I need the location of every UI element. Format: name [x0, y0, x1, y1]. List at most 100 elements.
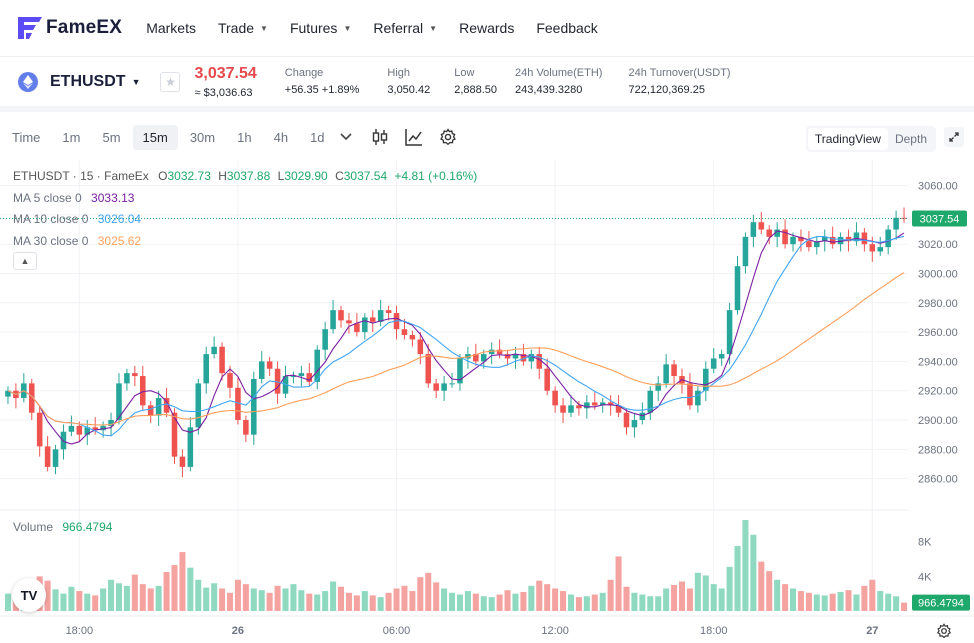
ma5-line — [7, 230, 905, 445]
last-volume-tag-bg — [912, 594, 970, 611]
timeframe-more-chevron-icon[interactable] — [335, 126, 357, 148]
tradingview-logo-icon[interactable]: TV — [12, 578, 46, 612]
nav-trade[interactable]: Trade ▼ — [218, 20, 268, 36]
candle-body — [195, 383, 202, 428]
favorite-star-icon[interactable]: ★ — [160, 71, 181, 92]
candle-body — [219, 346, 225, 374]
volume-bar — [663, 588, 670, 611]
candle-body — [663, 364, 669, 384]
fullscreen-expand-icon[interactable] — [944, 127, 964, 147]
volume-bar — [92, 595, 99, 611]
candle-body — [227, 373, 233, 388]
candle-body — [496, 349, 503, 355]
last-volume-tag: 966.4794 — [918, 598, 964, 610]
candle-body — [211, 346, 217, 355]
indicators-chart-icon[interactable] — [403, 126, 425, 148]
chart-canvas[interactable]: 3060.003040.003020.003000.002980.002960.… — [0, 160, 974, 643]
timeframe-time[interactable]: Time — [12, 129, 41, 145]
legend-c-label: C — [335, 169, 344, 183]
volume-bar — [782, 584, 789, 611]
volume-bar — [758, 561, 765, 611]
volume-bar — [219, 588, 226, 611]
price-chart[interactable]: 3060.003040.003020.003000.002980.002960.… — [0, 160, 974, 643]
stat-turnover-label: 24h Turnover(USDT) — [628, 67, 731, 79]
nav-markets[interactable]: Markets — [146, 20, 196, 36]
volume-bar — [655, 596, 662, 611]
candle-body — [504, 354, 511, 359]
timeframe-1d[interactable]: 1d — [310, 129, 325, 145]
candle-body — [687, 383, 693, 406]
nav-feedback-label: Feedback — [536, 20, 598, 36]
volume-bar — [401, 585, 408, 611]
volume-bar — [203, 587, 210, 611]
candle-body — [139, 376, 146, 406]
legend-o-label: O — [158, 169, 168, 183]
candle-body — [639, 412, 646, 421]
candle-body — [314, 349, 321, 382]
nav-feedback[interactable]: Feedback — [536, 20, 597, 36]
view-tradingview[interactable]: TradingView — [807, 128, 888, 150]
candle-body — [710, 358, 717, 369]
view-switcher: TradingView Depth — [805, 126, 936, 152]
volume-bar — [528, 585, 535, 611]
volume-bar — [583, 596, 590, 611]
legend-volume-label: Volume — [13, 520, 54, 534]
candle-body — [354, 323, 360, 333]
candle-body — [132, 373, 138, 377]
candle-body — [346, 320, 352, 324]
nav-referral-label: Referral — [373, 20, 424, 36]
volume-bar — [76, 591, 83, 611]
candle-body — [806, 241, 812, 248]
volume-bar — [115, 583, 122, 611]
candle-body — [893, 217, 899, 230]
candle-body — [163, 398, 170, 413]
settings-gear-icon[interactable] — [437, 126, 459, 148]
candle-body — [5, 390, 11, 397]
volume-bar — [4, 593, 11, 611]
candle-body — [591, 402, 598, 406]
volume-bar — [353, 595, 360, 611]
nav-referral[interactable]: Referral ▼ — [373, 20, 437, 36]
candle-body — [147, 405, 154, 416]
collapse-legend-chevron-up-icon[interactable]: ▲ — [13, 252, 37, 270]
candle-body — [599, 402, 606, 406]
candle-body — [718, 354, 725, 359]
stat-change-label: Change — [284, 67, 324, 79]
timeframe-5m[interactable]: 5m — [102, 129, 121, 145]
timeframe-1h[interactable]: 1h — [237, 129, 252, 145]
y-tick-label: 3000.00 — [918, 268, 958, 280]
candle-body — [774, 229, 780, 237]
price-block: 3,037.54 ≈ $3,036.63 — [194, 65, 256, 99]
timeframe-1m[interactable]: 1m — [62, 129, 81, 145]
candle-body — [536, 354, 543, 369]
volume-bar — [671, 585, 678, 611]
y-tick-label: 3020.00 — [918, 239, 958, 251]
volume-bar — [338, 586, 345, 611]
candlestick-type-icon[interactable] — [369, 126, 391, 148]
legend-ma10-label: MA 10 close 0 — [13, 212, 89, 226]
volume-bar — [853, 594, 860, 611]
nav-futures-label: Futures — [289, 20, 338, 36]
timeframe-30m[interactable]: 30m — [189, 129, 216, 145]
volume-bar — [108, 579, 115, 611]
volume-bar — [449, 592, 456, 611]
candle-body — [885, 229, 891, 248]
volume-bar — [567, 594, 574, 611]
volume-bar — [377, 597, 384, 611]
volume-bar — [837, 591, 844, 611]
view-depth[interactable]: Depth — [894, 132, 927, 146]
candle-body — [821, 236, 828, 242]
timeframe-15m[interactable]: 15m — [132, 124, 178, 150]
brand-logo[interactable]: FameEX — [18, 17, 122, 39]
volume-bar — [409, 591, 416, 611]
legend-l-label: L — [277, 169, 285, 183]
nav-rewards[interactable]: Rewards — [459, 20, 514, 36]
volume-bar — [845, 590, 852, 611]
chart-settings-gear-icon[interactable] — [936, 623, 952, 639]
candle-body — [623, 412, 630, 428]
candle-body — [568, 405, 574, 413]
symbol-selector[interactable]: ETHUSDT ▼ — [50, 73, 140, 91]
nav-futures[interactable]: Futures ▼ — [290, 20, 351, 36]
volume-bar — [829, 593, 836, 611]
timeframe-4h[interactable]: 4h — [273, 129, 289, 145]
